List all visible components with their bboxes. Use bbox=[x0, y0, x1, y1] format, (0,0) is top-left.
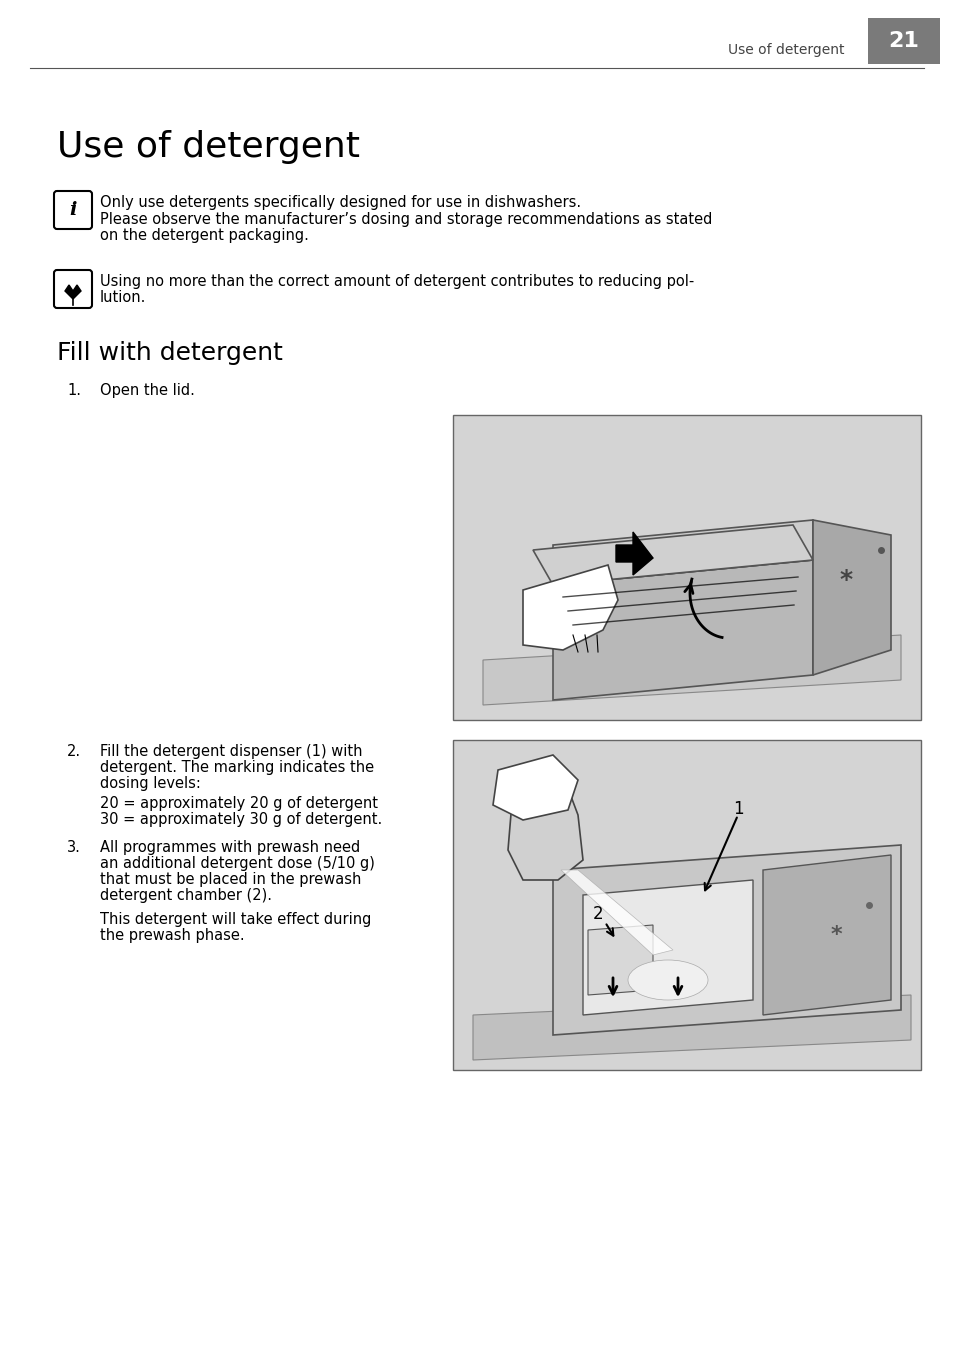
Text: Use of detergent: Use of detergent bbox=[728, 43, 844, 57]
Polygon shape bbox=[522, 565, 618, 650]
Polygon shape bbox=[616, 531, 652, 575]
Text: dosing levels:: dosing levels: bbox=[100, 776, 201, 791]
Polygon shape bbox=[73, 285, 81, 299]
Polygon shape bbox=[553, 560, 812, 700]
Bar bbox=[867, 18, 939, 64]
Text: 1.: 1. bbox=[67, 383, 81, 397]
Text: Using no more than the correct amount of detergent contributes to reducing pol-: Using no more than the correct amount of… bbox=[100, 274, 694, 289]
Text: Fill with detergent: Fill with detergent bbox=[57, 341, 283, 365]
Text: 3.: 3. bbox=[67, 840, 81, 854]
Polygon shape bbox=[482, 635, 900, 704]
Polygon shape bbox=[533, 525, 812, 585]
Text: 30 = approximately 30 g of detergent.: 30 = approximately 30 g of detergent. bbox=[100, 813, 382, 827]
Text: detergent chamber (2).: detergent chamber (2). bbox=[100, 888, 272, 903]
Text: 21: 21 bbox=[887, 31, 919, 51]
Text: lution.: lution. bbox=[100, 289, 146, 306]
Text: Please observe the manufacturer’s dosing and storage recommendations as stated: Please observe the manufacturer’s dosing… bbox=[100, 212, 712, 227]
Polygon shape bbox=[553, 845, 900, 1036]
Text: on the detergent packaging.: on the detergent packaging. bbox=[100, 228, 309, 243]
Text: Fill the detergent dispenser (1) with: Fill the detergent dispenser (1) with bbox=[100, 744, 362, 758]
Polygon shape bbox=[65, 285, 73, 299]
Text: All programmes with prewash need: All programmes with prewash need bbox=[100, 840, 360, 854]
Text: *: * bbox=[839, 568, 852, 592]
Text: 1: 1 bbox=[732, 800, 742, 818]
Polygon shape bbox=[762, 854, 890, 1015]
Polygon shape bbox=[587, 925, 652, 995]
Text: 20 = approximately 20 g of detergent: 20 = approximately 20 g of detergent bbox=[100, 796, 377, 811]
FancyBboxPatch shape bbox=[54, 191, 91, 228]
Text: This detergent will take effect during: This detergent will take effect during bbox=[100, 913, 371, 927]
Polygon shape bbox=[582, 880, 752, 1015]
Ellipse shape bbox=[627, 960, 707, 1000]
Text: Use of detergent: Use of detergent bbox=[57, 130, 359, 164]
FancyBboxPatch shape bbox=[54, 270, 91, 308]
Text: detergent. The marking indicates the: detergent. The marking indicates the bbox=[100, 760, 374, 775]
Polygon shape bbox=[507, 775, 582, 880]
Text: Only use detergents specifically designed for use in dishwashers.: Only use detergents specifically designe… bbox=[100, 195, 580, 210]
Text: the prewash phase.: the prewash phase. bbox=[100, 927, 244, 942]
Polygon shape bbox=[553, 521, 812, 585]
Bar bbox=[453, 740, 920, 1069]
Text: 2: 2 bbox=[592, 904, 602, 923]
Polygon shape bbox=[473, 995, 910, 1060]
Text: Open the lid.: Open the lid. bbox=[100, 383, 194, 397]
Text: 2.: 2. bbox=[67, 744, 81, 758]
Polygon shape bbox=[560, 869, 672, 955]
Bar bbox=[453, 415, 920, 721]
Text: that must be placed in the prewash: that must be placed in the prewash bbox=[100, 872, 361, 887]
Text: *: * bbox=[829, 925, 841, 945]
Polygon shape bbox=[812, 521, 890, 675]
Text: i: i bbox=[70, 201, 76, 219]
Polygon shape bbox=[493, 754, 578, 821]
Text: an additional detergent dose (5/10 g): an additional detergent dose (5/10 g) bbox=[100, 856, 375, 871]
